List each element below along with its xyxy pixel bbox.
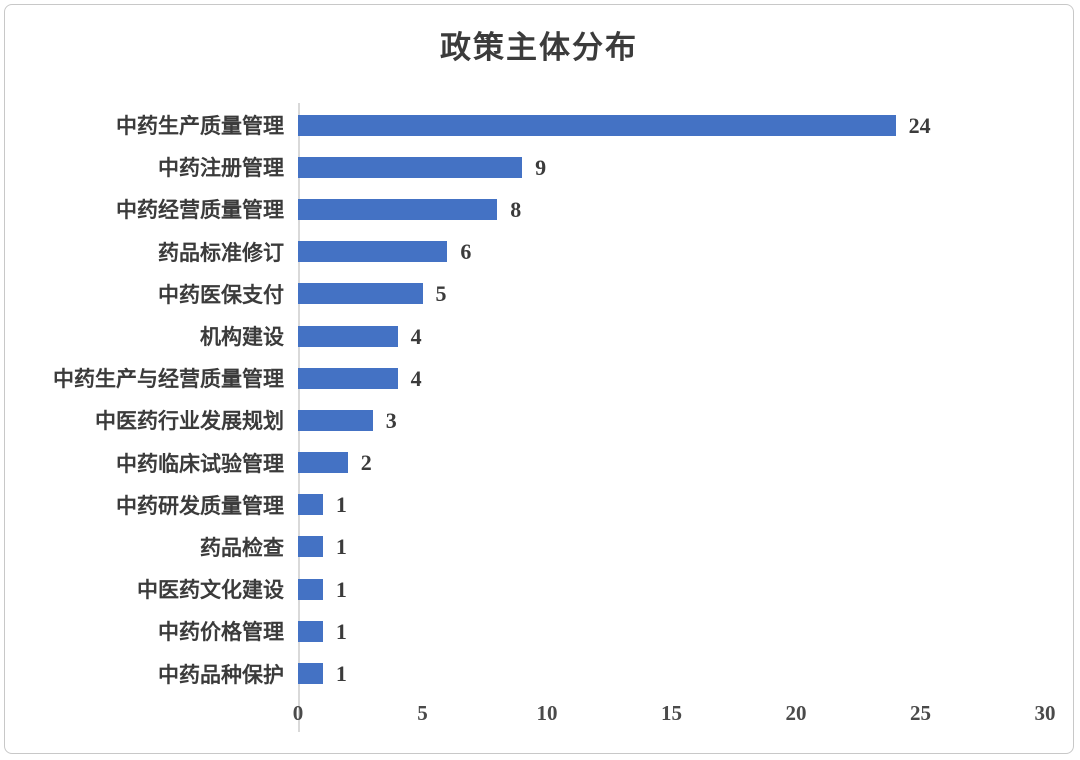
category-label: 中医药行业发展规划 [95,409,284,434]
value-label: 6 [460,239,472,265]
bar-row: 中药生产与经营质量管理 4 [14,357,1045,399]
value-label: 1 [335,618,347,644]
bar [298,114,896,136]
bar [298,663,323,685]
bar-row: 中医药文化建设 1 [14,568,1045,610]
bar-track: 3 [298,407,1045,433]
x-axis-tick-label: 15 [661,700,682,725]
bar-track: 8 [298,196,1045,222]
bar-track: 1 [298,661,1045,687]
bar-row: 中药注册管理 9 [14,146,1045,188]
chart-frame: 政策主体分布 中药生产质量管理 24 中药注册管理 9 中药经营质量管理 8 药品标准修订 6… [4,4,1074,754]
bar [298,536,323,558]
value-label: 5 [435,281,447,307]
bar-track: 5 [298,281,1045,307]
value-label: 2 [360,450,372,476]
category-label: 中药研发质量管理 [116,493,284,518]
bar [298,409,373,431]
bar [298,578,323,600]
bar [298,367,398,389]
category-label: 中药临床试验管理 [116,451,284,476]
bar [298,620,323,642]
category-label: 中药注册管理 [158,156,284,181]
category-label: 药品检查 [200,535,284,560]
value-label: 9 [535,154,547,180]
bar-row: 中药品种保护 1 [14,652,1045,694]
x-axis-tick-label: 0 [292,700,304,725]
category-label: 药品标准修订 [158,240,284,265]
x-axis-tick-label: 25 [910,700,931,725]
bar-row: 药品检查 1 [14,526,1045,568]
value-label: 24 [908,112,931,138]
bar-track: 6 [298,239,1045,265]
bar-chart: 中药生产质量管理 24 中药注册管理 9 中药经营质量管理 8 药品标准修订 6 中药医保支付 5… [14,103,1056,732]
category-label: 机构建设 [200,325,284,350]
bar-track: 24 [298,112,1045,138]
x-axis-tick-label: 20 [785,700,807,725]
category-label: 中药价格管理 [158,620,284,645]
category-label: 中医药文化建设 [137,578,284,603]
bar-row: 中药价格管理 1 [14,610,1045,652]
category-label: 中药医保支付 [158,282,284,307]
bar [298,283,423,305]
bar-track: 4 [298,365,1045,391]
bar-track: 1 [298,618,1045,644]
x-axis-tick-label: 30 [1034,700,1056,725]
bar-row: 中药生产质量管理 24 [14,104,1045,146]
x-axis-tick-label: 10 [536,700,558,725]
value-label: 1 [335,492,347,518]
x-axis-tick-label: 5 [417,700,428,725]
value-label: 8 [510,196,522,222]
value-label: 1 [335,661,347,687]
bar-row: 机构建设 4 [14,315,1045,357]
x-axis: 0 5 10 15 20 25 30 [293,700,1056,732]
bar-track: 1 [298,492,1045,518]
category-label: 中药生产与经营质量管理 [53,367,284,392]
bar-row: 药品标准修订 6 [14,231,1045,273]
bar-row: 中药经营质量管理 8 [14,188,1045,230]
bar [298,325,398,347]
bar [298,198,498,220]
bar [298,452,348,474]
bar-track: 4 [298,323,1045,349]
value-label: 1 [335,576,347,602]
bar-row: 中药医保支付 5 [14,273,1045,315]
value-label: 4 [410,323,422,349]
bar-track: 1 [298,576,1045,602]
bar-track: 2 [298,450,1045,476]
chart-title: 政策主体分布 [440,30,638,65]
bar-rows: 中药生产质量管理 24 中药注册管理 9 中药经营质量管理 8 药品标准修订 6 中药医保支付 5… [14,104,1045,695]
bar [298,156,523,178]
bar-track: 1 [298,534,1045,560]
category-label: 中药品种保护 [158,662,284,687]
value-label: 1 [335,534,347,560]
bar-track: 9 [298,154,1045,180]
bar [298,494,323,516]
bar-row: 中医药行业发展规划 3 [14,399,1045,441]
bar-row: 中药临床试验管理 2 [14,442,1045,484]
category-label: 中药生产质量管理 [116,114,284,139]
bar-row: 中药研发质量管理 1 [14,484,1045,526]
bar [298,241,448,263]
value-label: 3 [385,407,397,433]
value-label: 4 [410,365,422,391]
category-label: 中药经营质量管理 [116,198,284,223]
